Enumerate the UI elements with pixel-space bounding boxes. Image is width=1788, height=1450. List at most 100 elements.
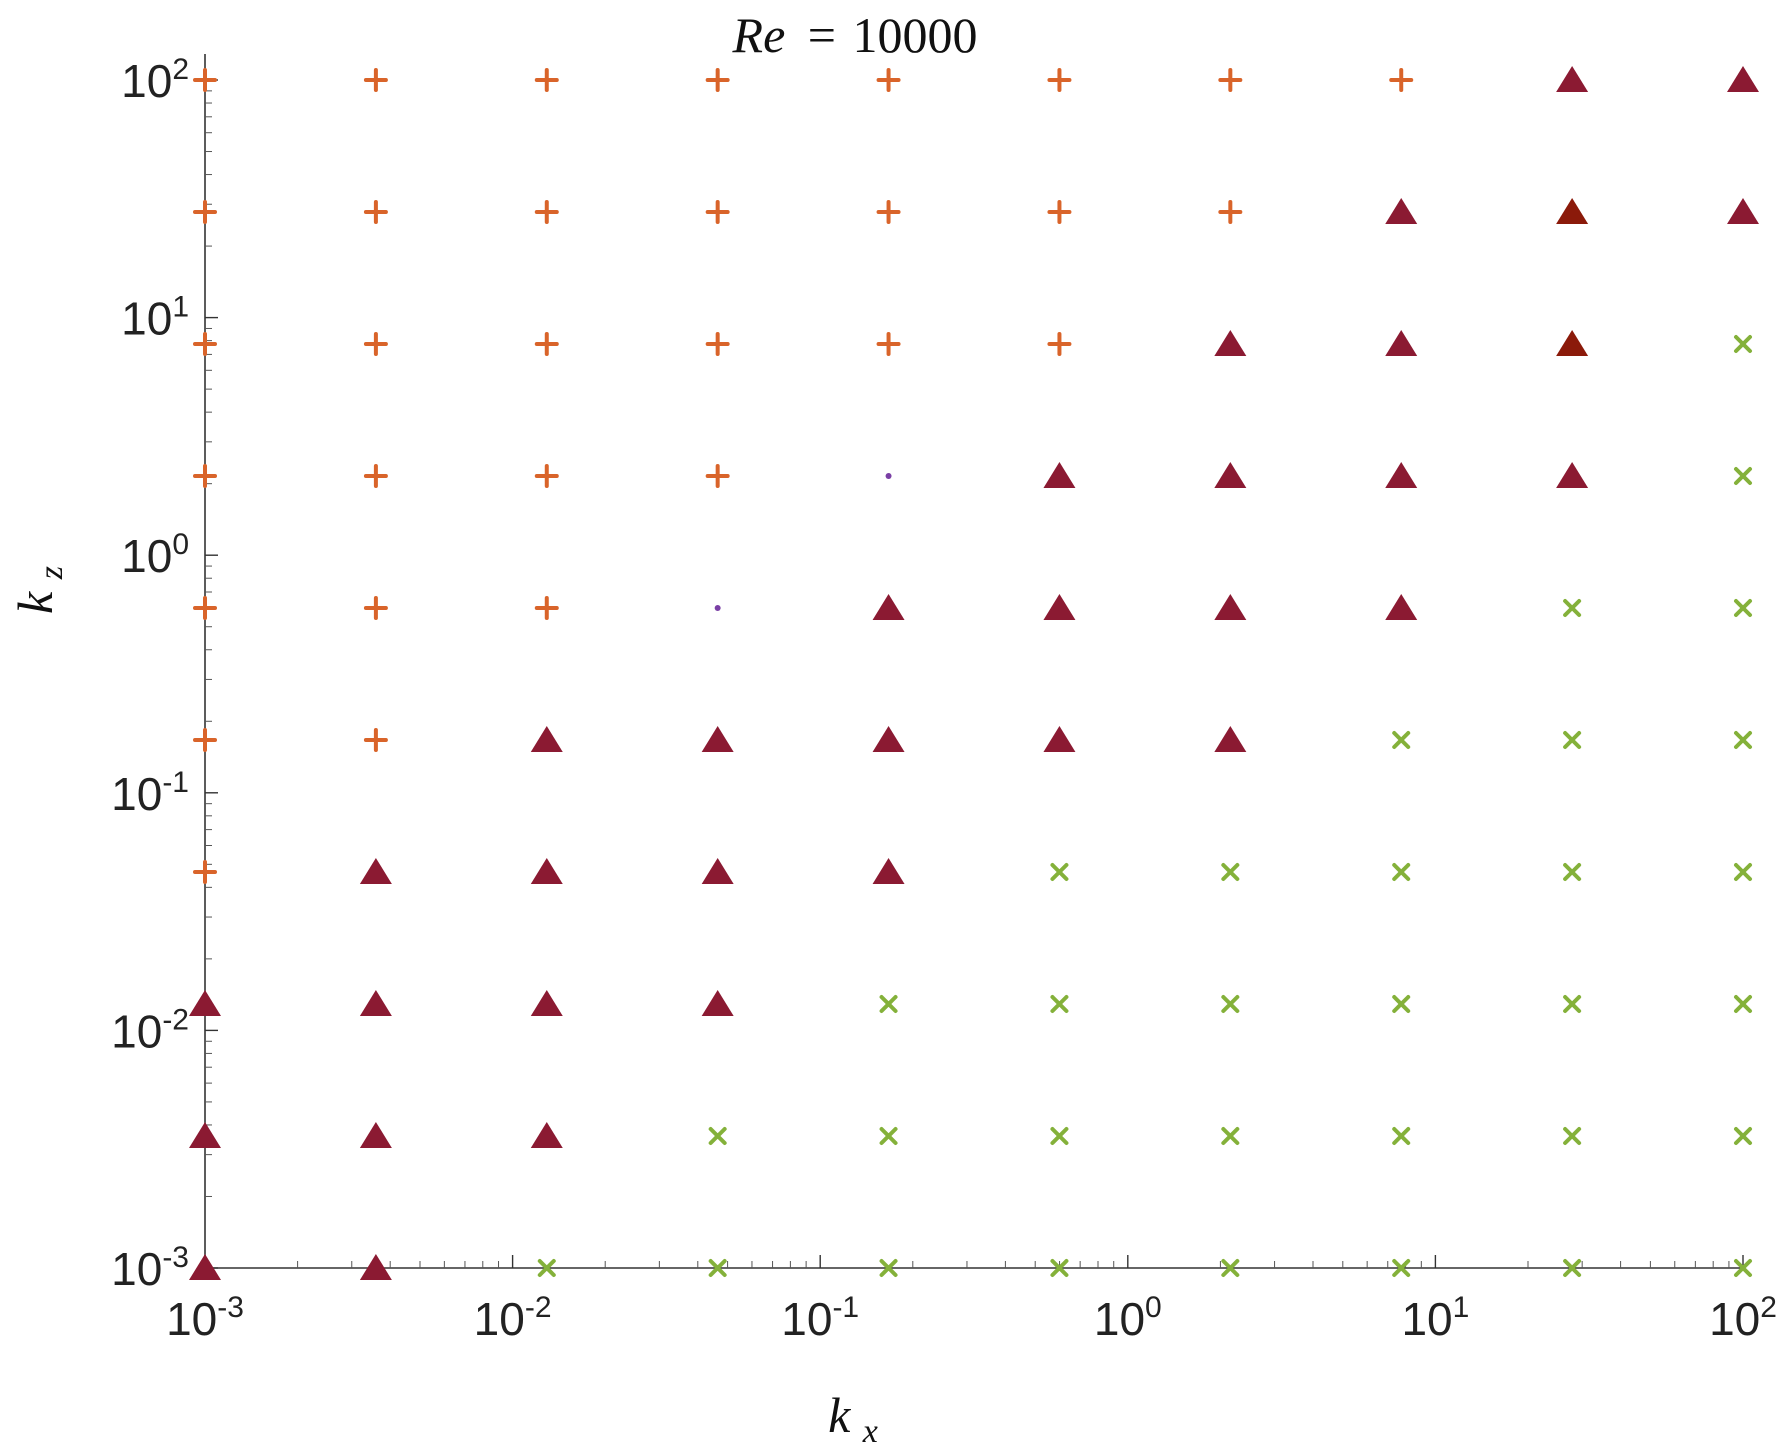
cross-marker-stroke — [1563, 1259, 1582, 1277]
chart-title-value: 10000 — [852, 7, 977, 63]
data-point-cross — [1734, 1126, 1752, 1145]
triangle-marker-shape — [1385, 594, 1418, 621]
data-point-plus — [363, 332, 388, 357]
data-point-cross — [1221, 1259, 1240, 1277]
data-point-plus — [363, 199, 388, 224]
data-point-cross — [1734, 1259, 1752, 1277]
cross-marker-stroke — [1392, 1126, 1411, 1145]
data-point-cross — [1563, 599, 1582, 618]
data-point-cross — [708, 1259, 727, 1277]
x-axis-label-base: k — [828, 1387, 851, 1443]
x-tick-label: 100 — [1094, 1291, 1162, 1345]
data-point-plus — [363, 464, 388, 489]
data-point-plus — [193, 728, 217, 753]
triangle-marker-shape — [359, 990, 392, 1017]
data-point-plus — [193, 332, 217, 357]
x-tick-label-exponent: -3 — [217, 1291, 244, 1324]
data-point-cross — [1734, 995, 1752, 1014]
cross-marker-stroke — [1050, 1126, 1069, 1145]
y-axis-label-base: k — [7, 591, 63, 614]
triangle-marker-shape — [1556, 66, 1589, 92]
x-tick-label-base: 10 — [166, 1293, 217, 1345]
data-point-triangle — [1556, 66, 1589, 92]
triangle-marker-shape — [872, 594, 905, 621]
cross-marker-stroke — [1221, 1126, 1240, 1145]
y-axis-label: k z — [7, 566, 70, 614]
data-point-triangle — [1556, 462, 1589, 489]
data-point-triangle — [1214, 726, 1247, 753]
data-point-cross — [1563, 1126, 1582, 1145]
y-tick-label-base: 10 — [121, 293, 172, 345]
chart-title: Re = 10000 — [732, 7, 978, 63]
y-tick-label-exponent: -3 — [162, 1241, 189, 1274]
data-point-cross — [1392, 1126, 1411, 1145]
triangle-marker-shape — [1556, 462, 1589, 489]
triangle-marker-shape — [189, 990, 221, 1017]
y-tick-label-base: 10 — [111, 1005, 162, 1057]
data-point-triangle — [530, 857, 563, 884]
x-tick-label: 101 — [1401, 1291, 1469, 1345]
chart-title-variable: Re — [732, 7, 786, 63]
triangle-marker-shape — [530, 857, 563, 884]
triangle-marker-shape — [701, 726, 734, 753]
y-tick-label-exponent: 2 — [172, 53, 189, 86]
data-point-plus — [705, 199, 730, 224]
x-tick-label-exponent: -2 — [525, 1291, 552, 1324]
y-axis-label-subscript: z — [33, 566, 70, 580]
data-point-triangle — [701, 990, 734, 1017]
data-point-cross — [1392, 731, 1411, 750]
data-point-plus — [1047, 332, 1072, 357]
y-tick-label-base: 10 — [121, 530, 172, 582]
triangle-marker-shape — [1214, 462, 1247, 489]
y-tick-label-base: 10 — [111, 1243, 162, 1295]
cross-marker-stroke — [879, 995, 898, 1014]
cross-marker-stroke — [1392, 862, 1411, 881]
data-point-triangle — [359, 857, 392, 884]
cross-marker-stroke — [1734, 1259, 1752, 1277]
data-point-triangle — [530, 1121, 563, 1148]
triangle-marker-shape — [1556, 197, 1589, 224]
cross-marker-stroke — [1734, 1126, 1752, 1145]
chart-title-operator: = — [808, 7, 836, 63]
data-point-plus — [534, 68, 559, 92]
data-point-triangle — [872, 726, 905, 753]
triangle-marker-shape — [359, 857, 392, 884]
cross-marker-stroke — [1734, 335, 1752, 354]
y-tick-label-exponent: -1 — [162, 766, 189, 799]
cross-marker-stroke — [1563, 995, 1582, 1014]
triangle-marker-shape — [1385, 462, 1418, 489]
triangle-marker-shape — [872, 726, 905, 753]
data-point-triangle — [1385, 197, 1418, 224]
triangle-marker-shape — [1385, 330, 1418, 357]
x-tick-label-exponent: 2 — [1760, 1291, 1777, 1324]
data-point-cross — [1563, 1259, 1582, 1277]
triangle-marker-shape — [872, 857, 905, 884]
data-point-triangle — [1214, 594, 1247, 621]
data-point-plus — [534, 596, 559, 621]
data-point-plus — [705, 68, 730, 92]
x-axis-label: k x — [828, 1387, 878, 1445]
data-point-cross — [1050, 995, 1069, 1014]
data-point-plus — [876, 68, 901, 92]
data-point-plus — [534, 199, 559, 224]
cross-marker-stroke — [708, 1259, 727, 1277]
data-point-triangle — [872, 594, 905, 621]
data-point-cross — [1563, 995, 1582, 1014]
y-tick-label-base: 10 — [111, 768, 162, 820]
y-tick-label-exponent: 0 — [172, 528, 189, 561]
data-point-plus — [193, 199, 217, 224]
data-point-cross — [537, 1259, 556, 1277]
cross-marker-stroke — [1563, 731, 1582, 750]
triangle-marker-shape — [1385, 197, 1418, 224]
plot-area: 10-3 10-2 10-1 100 101 10210-310-210-11001011… — [111, 53, 1777, 1345]
data-point-plus — [363, 68, 388, 92]
data-point-dot — [714, 605, 721, 612]
cross-marker-stroke — [1734, 995, 1752, 1014]
data-point-plus — [1218, 199, 1243, 224]
data-point-plus — [1047, 199, 1072, 224]
y-tick-label-exponent: 1 — [172, 291, 189, 324]
x-tick-label: 10-3 — [166, 1291, 244, 1345]
data-point-cross — [1221, 1126, 1240, 1145]
triangle-marker-shape — [530, 726, 563, 753]
